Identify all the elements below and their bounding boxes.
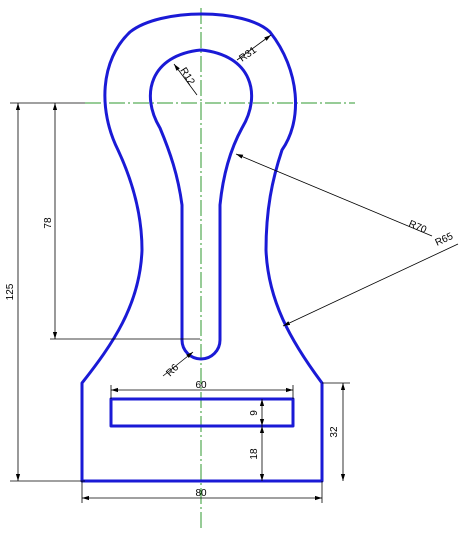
leader-r70 [235,153,433,237]
dim-label-18: 18 [249,448,260,460]
leader-r31 [236,34,272,61]
dim-label-80: 80 [195,488,207,499]
leader-r12 [173,63,198,96]
dim-label-r65: R65 [434,231,456,249]
dim-label-r6: R6 [164,362,181,379]
dim-label-125: 125 [5,283,16,300]
inner-slot-contour [148,48,254,361]
dim-label-32: 32 [329,426,340,438]
dim-label-60: 60 [195,380,207,391]
dim-label-r12: R12 [177,66,196,88]
rectangular-slot [109,397,295,428]
dim-label-78: 78 [43,217,54,229]
dim-label-9: 9 [249,410,260,416]
leader-r6 [162,351,194,377]
leader-r65 [282,243,459,327]
outer-contour [80,12,324,483]
dim-label-r31: R31 [237,45,259,65]
